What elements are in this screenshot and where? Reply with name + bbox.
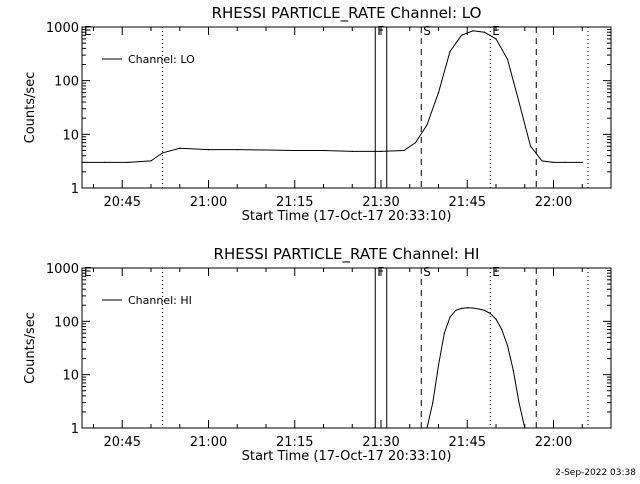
panel-2-y-tick-label: 100 bbox=[54, 315, 79, 330]
panel-1-data-point bbox=[380, 150, 382, 153]
panel-1-data-point bbox=[518, 101, 520, 103]
panel-1-data-point bbox=[495, 38, 497, 40]
panel-2-event-marker-label: S bbox=[423, 265, 431, 279]
panel-2-x-tick-label: 20:45 bbox=[104, 435, 141, 450]
panel-2-data-point bbox=[466, 307, 468, 309]
panel-2-y-tick-label: 1000 bbox=[46, 262, 79, 277]
panel-1-data-point bbox=[552, 161, 555, 163]
panel-2-frame bbox=[81, 267, 612, 429]
panel-1-data-point bbox=[460, 34, 463, 36]
panel-1-x-tick-label: 21:15 bbox=[276, 195, 313, 210]
panel-1-frame bbox=[81, 26, 612, 189]
panel-1-legend-label: Channel: LO bbox=[128, 53, 195, 66]
panel-1-x-tick-label: 20:45 bbox=[104, 195, 141, 210]
panel-2-data-point bbox=[437, 364, 440, 366]
panel-2-x-tick-label: 21:30 bbox=[362, 435, 399, 450]
panel-1-data-point bbox=[564, 161, 566, 163]
panel-1-data-point bbox=[265, 149, 267, 151]
panel-1-x-tick-label: 22:00 bbox=[535, 195, 572, 210]
panel-1-data-point bbox=[322, 149, 325, 152]
panel-1-data-point bbox=[161, 152, 164, 154]
panel-2-data-point bbox=[501, 328, 503, 331]
panel-1-event-marker-label: S bbox=[423, 24, 431, 38]
panel-2-data-point bbox=[518, 401, 520, 404]
panel-2-x-axis-label: Start Time (17-Oct-17 20:33:10) bbox=[242, 449, 452, 464]
panel-1-y-axis-label: Counts/sec bbox=[23, 72, 38, 144]
panel-2-data-point bbox=[472, 307, 474, 309]
panel-1-series-line bbox=[82, 30, 583, 163]
panel-1-data-point bbox=[506, 58, 509, 60]
panel-2-event-marker-label: F bbox=[377, 265, 384, 279]
panel-2-data-point bbox=[432, 401, 434, 404]
panel-1-data-point bbox=[581, 161, 583, 163]
panel-1-data-point bbox=[81, 161, 83, 163]
panel-1-data-point bbox=[575, 161, 578, 163]
panel-1-data-point bbox=[414, 142, 417, 144]
panel-1-y-tick-label: 1 bbox=[71, 182, 79, 197]
panel-2-data-point bbox=[495, 318, 497, 320]
panel-2-data-point bbox=[426, 427, 428, 429]
panel-1-data-point bbox=[437, 91, 440, 94]
panel-1-data-point bbox=[207, 148, 210, 151]
panel-2-data-point bbox=[443, 332, 445, 334]
panel-1-data-point bbox=[483, 31, 486, 33]
panel-1-data-point bbox=[236, 148, 238, 151]
panel-1-y-tick-label: 1000 bbox=[46, 21, 79, 36]
panel-2-data-point bbox=[524, 427, 526, 429]
panel-2-event-marker-label: E bbox=[492, 265, 500, 279]
panel-1-data-point bbox=[127, 161, 129, 163]
panel-1-data-point bbox=[104, 161, 106, 163]
panel-1-y-tick-label: 10 bbox=[62, 128, 79, 143]
panel-1-data-point bbox=[426, 124, 428, 126]
panel-2-x-tick-label: 21:15 bbox=[276, 435, 313, 450]
panel-1-data-point bbox=[179, 147, 181, 149]
panel-2-data-point bbox=[478, 308, 480, 310]
panel-2-data-point bbox=[460, 307, 463, 309]
panel-2-series-line bbox=[426, 307, 526, 429]
panel-1-data-point bbox=[294, 149, 296, 152]
footer-timestamp: 2-Sep-2022 03:38 bbox=[555, 468, 636, 478]
panel-1-y-tick-label: 100 bbox=[54, 75, 79, 90]
panel-2-y-tick-label: 1 bbox=[71, 422, 79, 437]
panel-2-y-axis-label: Counts/sec bbox=[23, 312, 38, 384]
panel-2-x-tick-label: 21:00 bbox=[190, 435, 227, 450]
panel-1-data-point bbox=[529, 145, 532, 147]
panel-1-data-point bbox=[150, 160, 152, 162]
panel-1-data-point bbox=[403, 149, 405, 152]
panel-1-data-point bbox=[351, 150, 353, 153]
panel-2-data-point bbox=[455, 309, 457, 312]
panel-1-event-marker-label: F bbox=[377, 24, 384, 38]
panel-1-data-point bbox=[541, 160, 543, 162]
panel-2-legend-label: Channel: HI bbox=[128, 294, 192, 307]
panel-2-y-tick-label: 10 bbox=[62, 369, 79, 384]
panel-2-x-tick-label: 22:00 bbox=[535, 435, 572, 450]
panel-2-data-point bbox=[489, 312, 491, 315]
panel-1-x-tick-label: 21:30 bbox=[362, 195, 399, 210]
panel-1-title: RHESSI PARTICLE_RATE Channel: LO bbox=[212, 4, 482, 23]
panel-1-x-tick-label: 21:00 bbox=[190, 195, 227, 210]
panel-1-x-axis-label: Start Time (17-Oct-17 20:33:10) bbox=[242, 209, 452, 224]
panel-2-event-marker-label: E bbox=[84, 265, 92, 279]
panel-2-x-tick-label: 21:45 bbox=[449, 435, 486, 450]
panel-1-event-marker-label: E bbox=[492, 24, 500, 38]
panel-2-data-point bbox=[483, 309, 486, 312]
panel-1-x-tick-label: 21:45 bbox=[449, 195, 486, 210]
panel-2-title: RHESSI PARTICLE_RATE Channel: HI bbox=[214, 245, 480, 264]
panel-2-data-point bbox=[449, 316, 451, 318]
panel-1-data-point bbox=[449, 50, 451, 53]
panel-1-event-marker-label: E bbox=[84, 24, 92, 38]
panel-2-data-point bbox=[506, 345, 509, 347]
panel-1-data-point bbox=[472, 30, 474, 32]
panel-2-data-point bbox=[512, 369, 514, 372]
